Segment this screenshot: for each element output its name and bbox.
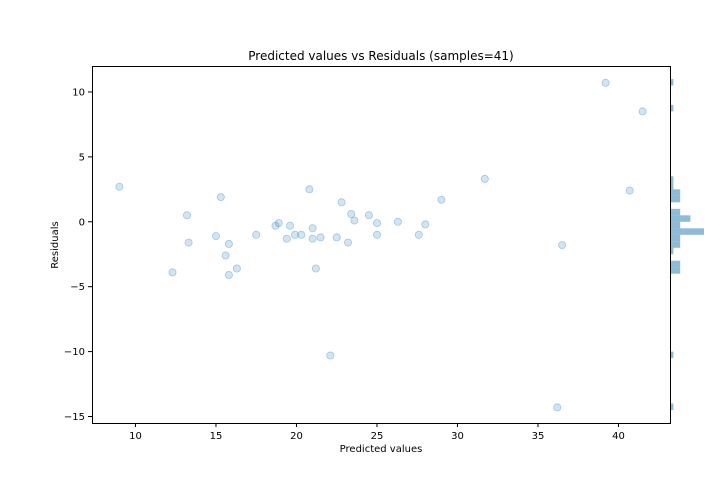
chart-title: Predicted values vs Residuals (samples=4…: [248, 49, 513, 63]
data-point: [437, 195, 446, 204]
histogram-bar: [670, 351, 674, 359]
x-tick-label: 40: [612, 431, 625, 442]
residual-histogram: [670, 79, 704, 410]
histogram-bar: [670, 260, 681, 268]
histogram-bar: [670, 182, 674, 190]
y-tick-label: −15: [64, 412, 85, 423]
histogram-bar: [670, 189, 681, 196]
histogram-bar: [670, 228, 704, 235]
data-point: [372, 230, 381, 239]
data-point: [638, 107, 647, 116]
data-point: [232, 264, 241, 273]
data-point: [350, 216, 359, 225]
data-point: [224, 239, 233, 248]
data-point: [332, 233, 341, 242]
data-point: [326, 351, 335, 360]
x-tick-label: 30: [451, 431, 464, 442]
histogram-bar: [670, 403, 674, 410]
y-tick-label: 10: [72, 87, 85, 98]
data-point: [297, 230, 306, 239]
data-point: [337, 198, 346, 207]
data-point: [480, 174, 489, 183]
data-point: [393, 217, 402, 226]
y-axis: 10 5 0 −5 −10 −15: [64, 87, 92, 423]
plot-area-frame: [92, 66, 671, 424]
data-point: [308, 234, 317, 243]
data-point: [316, 233, 325, 242]
x-axis: 10 15 20 25 30 35 40: [129, 423, 625, 442]
histogram-bar: [670, 247, 674, 255]
data-point: [343, 238, 352, 247]
x-axis-label: Predicted values: [340, 444, 423, 455]
data-point: [558, 241, 567, 250]
data-point: [414, 230, 423, 239]
data-point: [372, 219, 381, 228]
histogram-bar: [670, 195, 681, 203]
data-point: [184, 238, 193, 247]
data-point: [305, 185, 314, 194]
data-point: [271, 221, 280, 230]
data-point: [221, 251, 230, 260]
data-point: [216, 193, 225, 202]
data-point: [115, 182, 124, 191]
data-point: [347, 209, 356, 218]
x-tick-label: 25: [371, 431, 384, 442]
histogram-bar: [670, 215, 691, 222]
x-tick-label: 35: [532, 431, 545, 442]
histogram-bar: [670, 241, 681, 248]
histogram-bar: [670, 104, 674, 112]
data-point: [308, 224, 317, 233]
histogram-bar: [670, 234, 681, 242]
x-tick-label: 10: [129, 431, 142, 442]
data-point: [182, 211, 191, 220]
y-tick-label: −10: [64, 347, 85, 358]
data-point: [311, 264, 320, 273]
data-point: [285, 221, 294, 230]
y-axis-label: Residuals: [50, 221, 61, 268]
data-point: [364, 211, 373, 220]
data-point: [553, 403, 562, 412]
data-point: [282, 234, 291, 243]
data-point: [601, 78, 610, 87]
data-point: [252, 230, 261, 239]
data-point: [274, 219, 283, 228]
data-point: [290, 230, 299, 239]
y-tick-label: 0: [79, 217, 85, 228]
histogram-bar: [670, 221, 681, 229]
data-point: [224, 270, 233, 279]
histogram-bar: [670, 208, 681, 216]
histogram-bar: [670, 79, 674, 86]
data-point: [168, 268, 177, 277]
scatter-points: [115, 78, 647, 412]
x-tick-label: 15: [210, 431, 223, 442]
y-tick-label: 5: [79, 152, 85, 163]
data-point: [625, 186, 634, 195]
data-point: [211, 232, 220, 241]
data-point: [421, 220, 430, 229]
histogram-bar: [670, 176, 674, 183]
x-tick-label: 20: [290, 431, 303, 442]
y-tick-label: −5: [70, 282, 85, 293]
histogram-bar: [670, 267, 681, 274]
